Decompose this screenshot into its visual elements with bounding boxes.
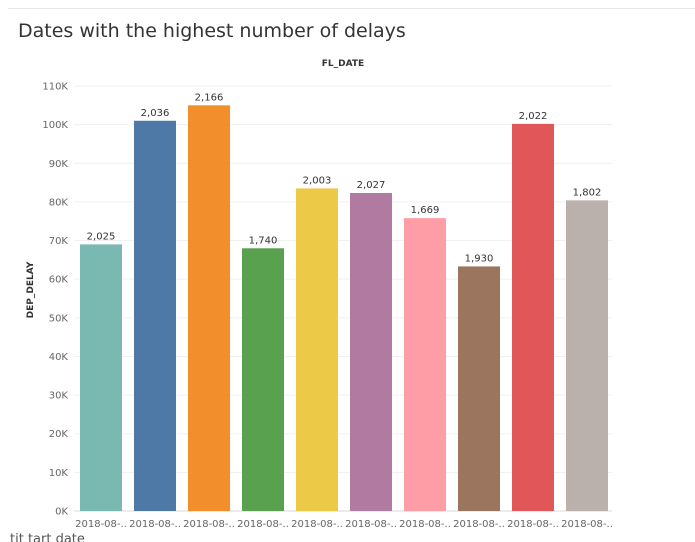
data-label: 2,166 — [195, 92, 224, 103]
data-labels: 2,025 2,036 2,166 1,740 2,003 2,027 1,669 1,930… — [87, 92, 602, 264]
y-tick-label: 40K — [49, 352, 69, 363]
bottom-cut-label: tit tart date — [10, 533, 130, 542]
x-tick-label: 2018-08-.. — [399, 519, 451, 530]
bar[interactable] — [458, 266, 500, 511]
bars — [80, 105, 608, 512]
y-tick-label: 110K — [42, 82, 68, 93]
bar[interactable] — [350, 193, 392, 512]
y-tick-label: 100K — [42, 120, 68, 131]
bottom-cut-text: tit tart date — [10, 533, 85, 542]
x-tick-label: 2018-08-.. — [75, 519, 127, 530]
data-label: 1,740 — [249, 235, 278, 246]
bar[interactable] — [404, 218, 446, 512]
y-tick-label: 60K — [49, 275, 69, 286]
y-tick-label: 80K — [49, 197, 69, 208]
data-label: 2,003 — [303, 175, 332, 186]
y-axis-ticks: 0K 10K 20K 30K 40K 50K 60K 70K 80K 90K 100K 110K — [42, 82, 68, 518]
x-tick-label: 2018-08-.. — [561, 519, 613, 530]
x-tick-label: 2018-08-.. — [129, 519, 181, 530]
x-tick-label: 2018-08-.. — [291, 519, 343, 530]
data-label: 2,027 — [357, 180, 386, 191]
bar[interactable] — [242, 248, 284, 512]
data-label: 1,802 — [573, 187, 602, 198]
data-label: 2,022 — [519, 111, 548, 122]
y-tick-label: 30K — [49, 391, 69, 402]
y-tick-label: 10K — [49, 468, 69, 479]
bar[interactable] — [296, 188, 338, 512]
column-header: FL_DATE — [322, 59, 364, 69]
bar[interactable] — [80, 244, 122, 511]
y-tick-label: 70K — [49, 236, 69, 247]
x-tick-label: 2018-08-.. — [345, 519, 397, 530]
data-label: 2,025 — [87, 231, 116, 242]
bar[interactable] — [566, 200, 608, 511]
x-axis-ticks: 2018-08-.. 2018-08-.. 2018-08-.. 2018-08-..… — [75, 519, 613, 530]
bar[interactable] — [134, 120, 176, 511]
data-label: 1,669 — [411, 205, 440, 216]
x-tick-label: 2018-08-.. — [183, 519, 235, 530]
chart-title: Dates with the highest number of delays — [18, 20, 406, 42]
data-label: 1,930 — [465, 253, 494, 264]
bar[interactable] — [188, 105, 230, 512]
y-tick-label: 50K — [49, 313, 69, 324]
y-tick-label: 0K — [55, 507, 68, 518]
y-axis-title: DEP_DELAY — [26, 261, 36, 318]
bar[interactable] — [512, 123, 554, 511]
data-label: 2,036 — [141, 108, 170, 119]
x-tick-label: 2018-08-.. — [507, 519, 559, 530]
y-tick-label: 20K — [49, 429, 69, 440]
y-tick-label: 90K — [49, 159, 69, 170]
x-tick-label: 2018-08-.. — [237, 519, 289, 530]
x-tick-label: 2018-08-.. — [453, 519, 505, 530]
top-divider — [8, 8, 695, 9]
